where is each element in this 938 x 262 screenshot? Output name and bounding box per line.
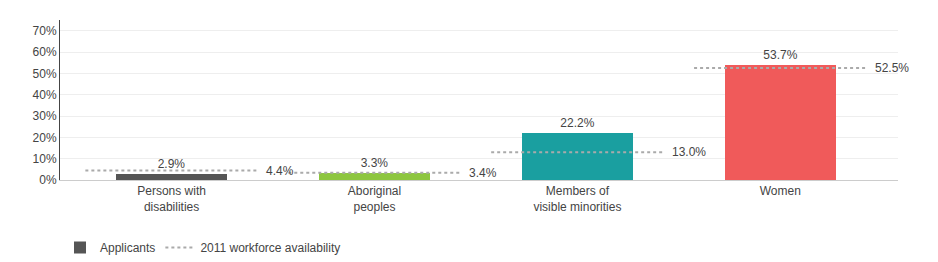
- svg-text:4.4%: 4.4%: [266, 164, 294, 178]
- svg-text:60%: 60%: [33, 45, 57, 59]
- svg-text:20%: 20%: [33, 131, 57, 145]
- svg-text:2011 workforce availability: 2011 workforce availability: [200, 241, 340, 255]
- svg-text:70%: 70%: [33, 24, 57, 38]
- svg-text:40%: 40%: [33, 88, 57, 102]
- svg-text:Women: Women: [760, 184, 801, 198]
- svg-text:13.0%: 13.0%: [672, 145, 706, 159]
- svg-text:2.9%: 2.9%: [158, 157, 186, 171]
- svg-text:52.5%: 52.5%: [875, 61, 909, 75]
- svg-text:0%: 0%: [39, 173, 57, 187]
- svg-text:3.4%: 3.4%: [469, 166, 497, 180]
- svg-text:53.7%: 53.7%: [763, 48, 797, 62]
- svg-text:Applicants: Applicants: [100, 241, 155, 255]
- svg-text:3.3%: 3.3%: [361, 156, 389, 170]
- svg-text:30%: 30%: [33, 109, 57, 123]
- svg-text:22.2%: 22.2%: [560, 116, 594, 130]
- svg-text:10%: 10%: [33, 152, 57, 166]
- svg-text:50%: 50%: [33, 67, 57, 81]
- svg-text:Persons withdisabilities: Persons withdisabilities: [137, 184, 206, 214]
- svg-text:Members ofvisible minorities: Members ofvisible minorities: [533, 184, 621, 214]
- svg-text:Aboriginalpeoples: Aboriginalpeoples: [348, 184, 401, 214]
